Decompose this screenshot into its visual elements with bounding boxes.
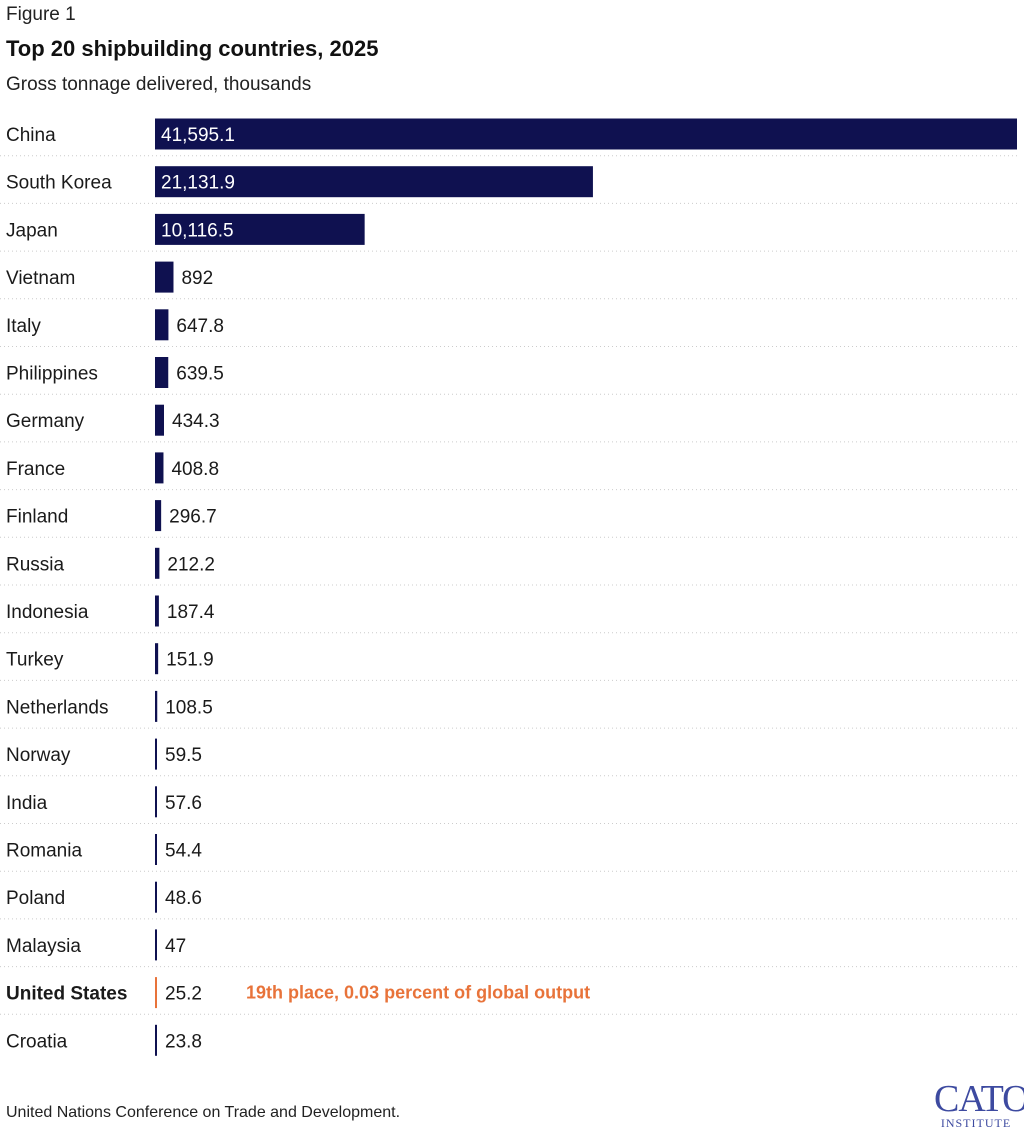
category-label: Germany: [6, 411, 85, 432]
category-label: China: [6, 125, 56, 146]
value-label: 23.8: [165, 1031, 202, 1052]
bar: [155, 404, 165, 436]
bar: [155, 357, 169, 388]
category-label: Romania: [6, 841, 82, 862]
bar: [155, 166, 593, 198]
value-label: 892: [181, 268, 213, 289]
bar: [155, 690, 158, 722]
category-label: South Korea: [6, 173, 112, 194]
bar: [155, 643, 159, 675]
bar: [155, 738, 157, 770]
category-label: Turkey: [6, 650, 64, 671]
value-label: 10,116.5: [161, 220, 234, 241]
value-label: 408.8: [171, 459, 219, 480]
bar: [155, 500, 162, 532]
value-label: 647.8: [176, 316, 224, 337]
category-label: France: [6, 459, 65, 480]
category-label: Finland: [6, 507, 68, 528]
highlight-annotation: 19th place, 0.03 percent of global outpu…: [246, 983, 590, 1003]
cato-logo: CATO INSTITUTE: [934, 1078, 1024, 1130]
bar: [155, 595, 159, 627]
bar: [155, 1024, 157, 1056]
category-label: Indonesia: [6, 602, 89, 623]
logo-text: CATO: [934, 1078, 1024, 1120]
category-label: Netherlands: [6, 697, 108, 718]
value-label: 151.9: [166, 650, 214, 671]
value-label: 54.4: [165, 841, 202, 862]
value-label: 296.7: [169, 507, 217, 528]
bar: [155, 452, 164, 484]
value-label: 434.3: [172, 411, 220, 432]
bar-highlight: [155, 977, 157, 1009]
value-label: 21,131.9: [161, 173, 235, 194]
category-label: Vietnam: [6, 268, 75, 289]
logo-subtext: INSTITUTE: [940, 1116, 1012, 1130]
category-label: Malaysia: [6, 936, 81, 957]
source-note: United Nations Conference on Trade and D…: [6, 1104, 401, 1121]
bar: [155, 834, 157, 865]
value-label: 639.5: [176, 364, 224, 385]
category-label: Poland: [6, 888, 65, 909]
chart-title: Top 20 shipbuilding countries, 2025: [6, 36, 379, 61]
bar: [155, 261, 174, 293]
bar: [155, 213, 365, 245]
value-label: 41,595.1: [161, 125, 235, 146]
category-label: Croatia: [6, 1031, 68, 1052]
bar: [155, 881, 157, 913]
figure-label: Figure 1: [6, 4, 76, 25]
value-label: 48.6: [165, 888, 202, 909]
bar-chart: China 41,595.1 South Korea 21,131.9 Japan 10,…: [0, 118, 1018, 1056]
category-label: Russia: [6, 554, 65, 575]
bar: [155, 309, 169, 341]
value-label: 25.2: [165, 984, 202, 1005]
bar: [155, 929, 157, 961]
value-label: 187.4: [167, 602, 215, 623]
category-label: Italy: [6, 316, 41, 337]
bar: [155, 786, 157, 818]
value-label: 59.5: [165, 745, 202, 766]
value-label: 108.5: [165, 697, 213, 718]
category-label: Philippines: [6, 364, 98, 385]
category-label: India: [6, 793, 48, 814]
value-label: 57.6: [165, 793, 202, 814]
chart-subtitle: Gross tonnage delivered, thousands: [6, 74, 312, 95]
category-label: Norway: [6, 745, 71, 766]
bar: [155, 118, 1017, 150]
value-label: 212.2: [167, 554, 215, 575]
bar: [155, 547, 160, 579]
category-label: Japan: [6, 220, 58, 241]
category-label: United States: [6, 984, 127, 1005]
value-label: 47: [165, 936, 186, 957]
